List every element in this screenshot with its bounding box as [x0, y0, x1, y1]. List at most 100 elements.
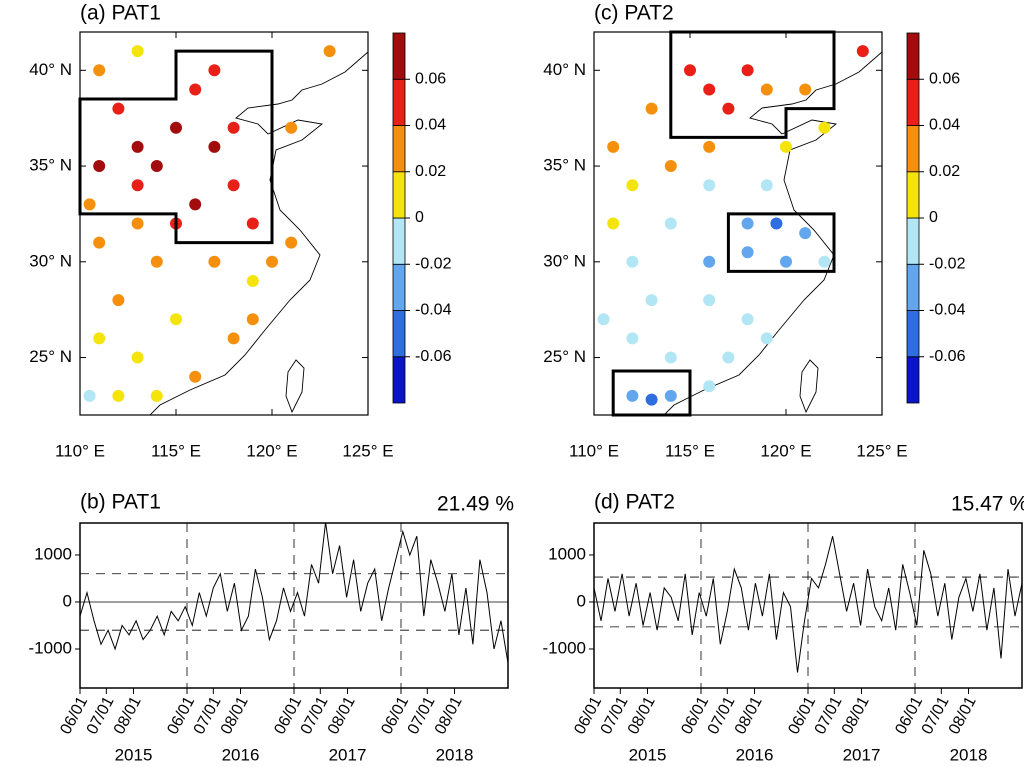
y-tick-label: 0: [577, 591, 586, 610]
station-dot: [664, 389, 677, 402]
station-dot: [760, 83, 773, 96]
station-dot: [189, 83, 202, 96]
year-label: 2015: [115, 745, 153, 764]
colorbar-label: 0.06: [929, 70, 960, 87]
map-frame: [593, 31, 883, 416]
station-dot: [799, 227, 812, 240]
x-tick-label: 08/01: [325, 694, 359, 737]
station-dot: [246, 274, 259, 287]
x-tick-label: 110° E: [569, 441, 619, 460]
station-dot: [703, 140, 716, 153]
colorbar-label: 0.02: [415, 163, 446, 180]
x-tick-label: 115° E: [665, 441, 715, 460]
panel-title: (d) PAT2: [594, 491, 675, 514]
x-tick-label: 08/01: [111, 694, 145, 737]
panel-title: (c) PAT2: [594, 2, 674, 25]
station-dot: [83, 198, 96, 211]
x-tick-label: 125° E: [342, 441, 393, 460]
station-dot: [285, 121, 298, 134]
station-dot: [741, 313, 754, 326]
station-dot: [93, 64, 106, 77]
colorbar-label: 0.02: [929, 163, 960, 180]
station-dot: [626, 255, 639, 268]
year-label: 2017: [843, 745, 881, 764]
station-dot: [760, 179, 773, 192]
station-dot: [741, 246, 754, 259]
year-label: 2018: [950, 745, 988, 764]
station-dot: [626, 389, 639, 402]
year-label: 2016: [736, 745, 774, 764]
station-dot: [664, 217, 677, 230]
station-dot: [626, 332, 639, 345]
station-dot: [227, 121, 240, 134]
colorbar-bin: [392, 217, 406, 265]
colorbar-bin: [906, 217, 920, 265]
y-tick-label: -1000: [29, 638, 72, 657]
station-dot: [266, 255, 278, 268]
station-dot: [93, 160, 106, 173]
station-dot: [703, 83, 716, 96]
station-dot: [131, 140, 144, 153]
station-dot: [760, 332, 773, 345]
station-dot: [93, 236, 106, 249]
station-dot: [208, 64, 221, 77]
year-label: 2018: [436, 745, 474, 764]
station-dot: [607, 217, 620, 230]
x-tick-label: 08/01: [218, 694, 252, 737]
station-dot: [93, 332, 106, 345]
station-dot: [645, 393, 658, 406]
colorbar-label: 0.04: [929, 117, 960, 134]
station-dot: [150, 389, 163, 402]
colorbar-bin: [906, 125, 920, 173]
station-dot: [112, 389, 125, 402]
variance-annotation: 15.47 %: [951, 493, 1024, 516]
station-dot: [607, 140, 620, 153]
station-dot: [246, 217, 259, 230]
station-dot: [645, 294, 658, 307]
x-tick-label: 08/01: [946, 694, 980, 737]
station-dot: [645, 102, 658, 115]
y-tick-label: -1000: [543, 638, 586, 657]
station-dot: [703, 380, 716, 393]
x-tick-label: 110° E: [55, 441, 105, 460]
colorbar-bin: [906, 356, 920, 404]
station-dot: [684, 64, 696, 77]
coastline: [149, 51, 368, 415]
year-label: 2015: [629, 745, 667, 764]
station-dots: [83, 45, 336, 402]
series-line: [80, 523, 508, 664]
colorbar-label: 0: [929, 209, 938, 226]
station-dot: [780, 140, 792, 153]
station-dot: [285, 236, 298, 249]
station-dot: [770, 217, 783, 230]
station-dots: [597, 45, 869, 406]
station-dot: [703, 294, 716, 307]
colorbar-bin: [906, 171, 920, 219]
y-tick-label: 25° N: [543, 347, 586, 366]
station-dot: [703, 255, 716, 268]
station-dot: [150, 160, 163, 173]
colorbar-label: -0.06: [415, 348, 452, 365]
colorbar-bin: [906, 263, 920, 311]
station-dot: [208, 140, 221, 153]
colorbar-bin: [392, 125, 406, 173]
station-dot: [626, 179, 639, 192]
y-tick-label: 40° N: [543, 60, 586, 79]
station-dot: [741, 64, 754, 77]
colorbar-bin: [906, 32, 920, 80]
x-tick-label: 125° E: [856, 441, 907, 460]
y-tick-label: 1000: [548, 544, 586, 563]
station-dot: [741, 217, 754, 230]
colorbar-label: 0.04: [415, 117, 446, 134]
station-dot: [227, 332, 240, 345]
station-dot: [664, 160, 677, 173]
station-dot: [208, 255, 221, 268]
series-line: [594, 536, 1022, 673]
x-tick-label: 08/01: [432, 694, 466, 737]
station-dot: [323, 45, 336, 58]
coastline: [663, 51, 882, 415]
panel-title: (a) PAT1: [80, 2, 161, 25]
colorbar-bin: [392, 310, 406, 358]
y-tick-label: 30° N: [543, 251, 586, 270]
